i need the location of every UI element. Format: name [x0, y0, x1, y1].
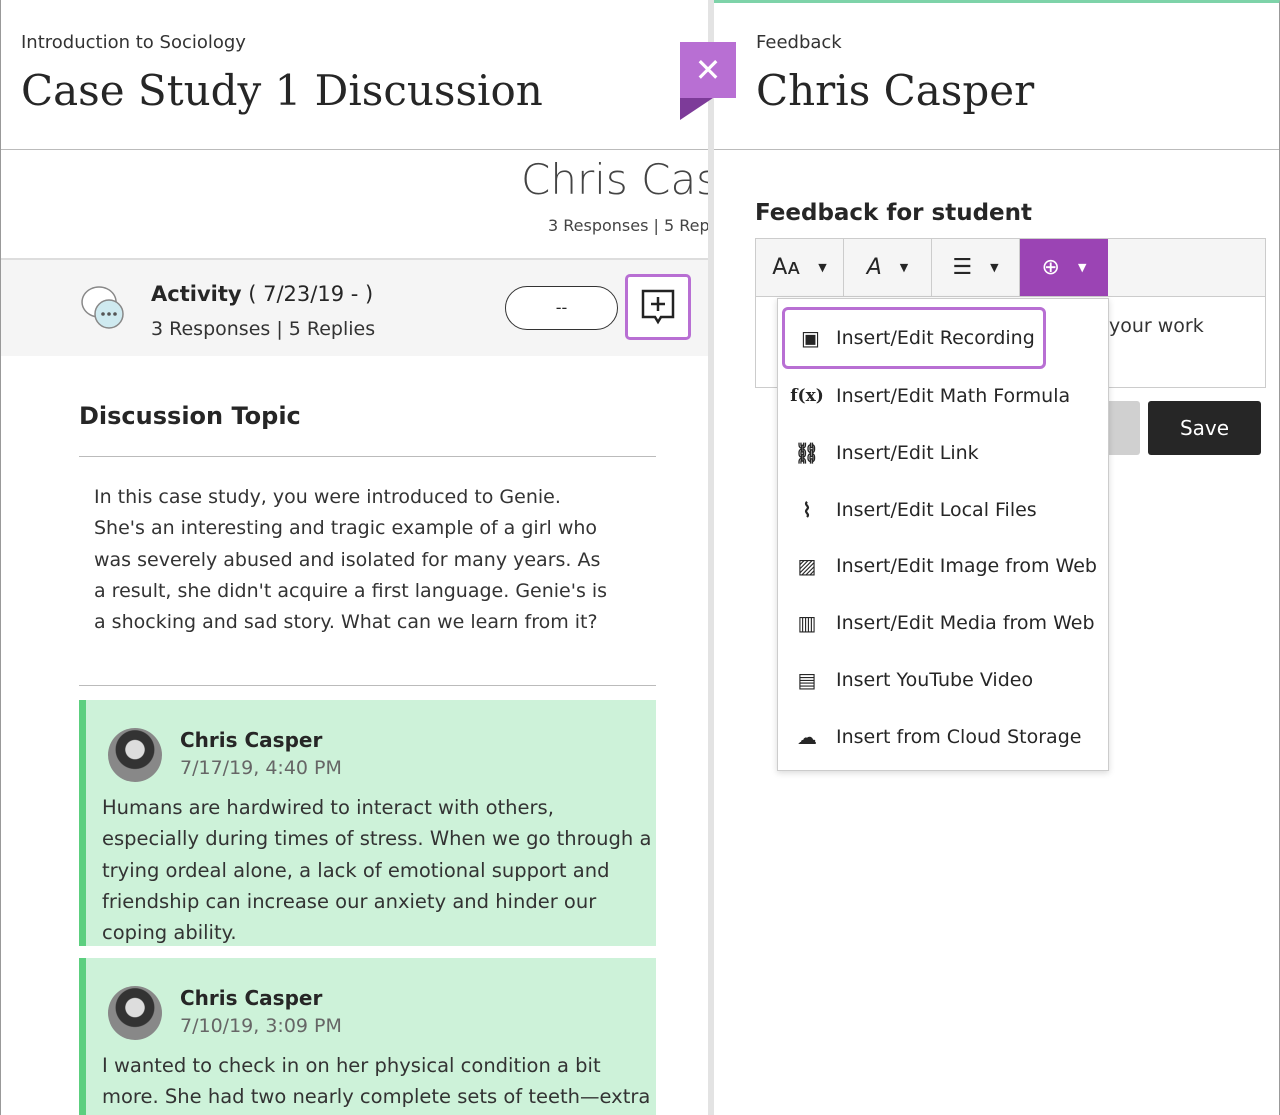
- image-icon: ▨: [797, 554, 817, 578]
- insert-content-menu: ▣ Insert/Edit Recording f(x) Insert/Edit M…: [777, 298, 1109, 771]
- caret-down-icon: ▼: [818, 261, 827, 274]
- post-author[interactable]: Chris Casper: [180, 986, 323, 1010]
- menu-item-label: Insert YouTube Video: [836, 669, 1034, 691]
- grading-panel: Introduction to Sociology Case Study 1 D…: [0, 0, 710, 1115]
- activity-counts: 3 Responses | 5 Replies: [151, 318, 376, 340]
- student-counts: 3 Responses | 5 Replies: [548, 216, 710, 235]
- cloud-icon: ☁: [797, 725, 817, 749]
- editor-text[interactable]: your work: [1109, 315, 1204, 337]
- caret-down-icon: ▼: [990, 261, 999, 274]
- menu-item-label: Insert/Edit Link: [836, 442, 979, 464]
- text-size-button[interactable]: Aᴀ ▼: [756, 239, 844, 296]
- discussion-topic-text: In this case study, you were introduced …: [94, 486, 608, 634]
- menu-item-insert-recording[interactable]: ▣ Insert/Edit Recording: [782, 307, 1046, 369]
- avatar: [108, 728, 162, 782]
- film-icon: ▥: [797, 611, 817, 635]
- close-icon: ✕: [694, 51, 722, 89]
- discussion-topic-heading: Discussion Topic: [79, 402, 301, 430]
- page-title: Case Study 1 Discussion: [21, 66, 543, 115]
- close-panel-button[interactable]: ✕: [680, 42, 736, 98]
- math-formula-icon: f(x): [790, 386, 824, 406]
- editor-toolbar: Aᴀ ▼ A ▼ ☰ ▼ ⊕ ▼: [756, 239, 1265, 297]
- list-button[interactable]: ☰ ▼: [932, 239, 1020, 296]
- add-feedback-button[interactable]: [625, 274, 691, 340]
- tag-fold: [680, 98, 713, 120]
- feedback-label: Feedback for student: [755, 200, 1033, 226]
- feedback-title: Chris Casper: [756, 66, 1035, 115]
- discussion-icon: [81, 286, 124, 329]
- divider: [1, 149, 710, 150]
- list-icon: ☰: [952, 255, 973, 280]
- feedback-breadcrumb: Feedback: [756, 32, 842, 53]
- menu-item-label: Insert/Edit Recording: [836, 327, 1035, 349]
- text-format-icon: A: [866, 255, 882, 280]
- insert-content-button[interactable]: ⊕ ▼: [1020, 239, 1108, 296]
- save-button[interactable]: Save: [1148, 401, 1261, 455]
- post-body: I wanted to check in on her physical con…: [102, 1054, 651, 1109]
- avatar: [108, 986, 162, 1040]
- caret-down-icon: ▼: [899, 261, 909, 274]
- menu-item-label: Insert/Edit Local Files: [836, 499, 1037, 521]
- post-date: 7/10/19, 3:09 PM: [180, 1015, 342, 1037]
- post-body: Humans are hardwired to interact with ot…: [102, 796, 652, 945]
- menu-item-link[interactable]: ⛓ Insert/Edit Link: [778, 425, 1108, 481]
- menu-item-label: Insert/Edit Math Formula: [836, 385, 1071, 407]
- caret-down-icon: ▼: [1077, 261, 1087, 274]
- recording-icon: ▣: [801, 326, 820, 350]
- panel-divider: [708, 0, 714, 1115]
- divider: [79, 685, 656, 686]
- add-comment-icon: [641, 289, 675, 325]
- menu-item-local-files[interactable]: ⌇ Insert/Edit Local Files: [778, 482, 1108, 538]
- post-date: 7/17/19, 4:40 PM: [180, 757, 342, 779]
- menu-item-media-web[interactable]: ▥ Insert/Edit Media from Web: [778, 595, 1108, 651]
- menu-item-label: Insert/Edit Image from Web: [836, 555, 1097, 577]
- grade-input[interactable]: --: [505, 286, 618, 330]
- divider: [79, 456, 656, 457]
- font-size-icon: Aᴀ: [772, 255, 801, 280]
- student-name: Chris Casper: [521, 155, 710, 204]
- menu-item-math-formula[interactable]: f(x) Insert/Edit Math Formula: [778, 368, 1108, 424]
- menu-item-image-web[interactable]: ▨ Insert/Edit Image from Web: [778, 538, 1108, 594]
- clear-format-button[interactable]: A ▼: [844, 239, 932, 296]
- link-icon: ⛓: [794, 441, 820, 465]
- course-breadcrumb[interactable]: Introduction to Sociology: [21, 32, 246, 53]
- menu-item-cloud-storage[interactable]: ☁ Insert from Cloud Storage: [778, 709, 1108, 765]
- post: Chris Casper 7/17/19, 4:40 PM Humans are…: [79, 700, 656, 946]
- activity-bar: Activity ( 7/23/19 - ) 3 Responses | 5 R…: [1, 258, 710, 356]
- menu-item-label: Insert/Edit Media from Web: [836, 612, 1095, 634]
- menu-item-youtube[interactable]: ▤ Insert YouTube Video: [778, 652, 1108, 708]
- post: Chris Casper 7/10/19, 3:09 PM I wanted t…: [79, 958, 656, 1115]
- divider: [714, 149, 1279, 150]
- post-author[interactable]: Chris Casper: [180, 728, 323, 752]
- plus-circle-icon: ⊕: [1041, 255, 1060, 280]
- youtube-icon: ▤: [797, 668, 817, 692]
- activity-title: Activity ( 7/23/19 - ): [151, 282, 374, 306]
- paperclip-icon: ⌇: [802, 498, 812, 522]
- menu-item-label: Insert from Cloud Storage: [836, 726, 1082, 748]
